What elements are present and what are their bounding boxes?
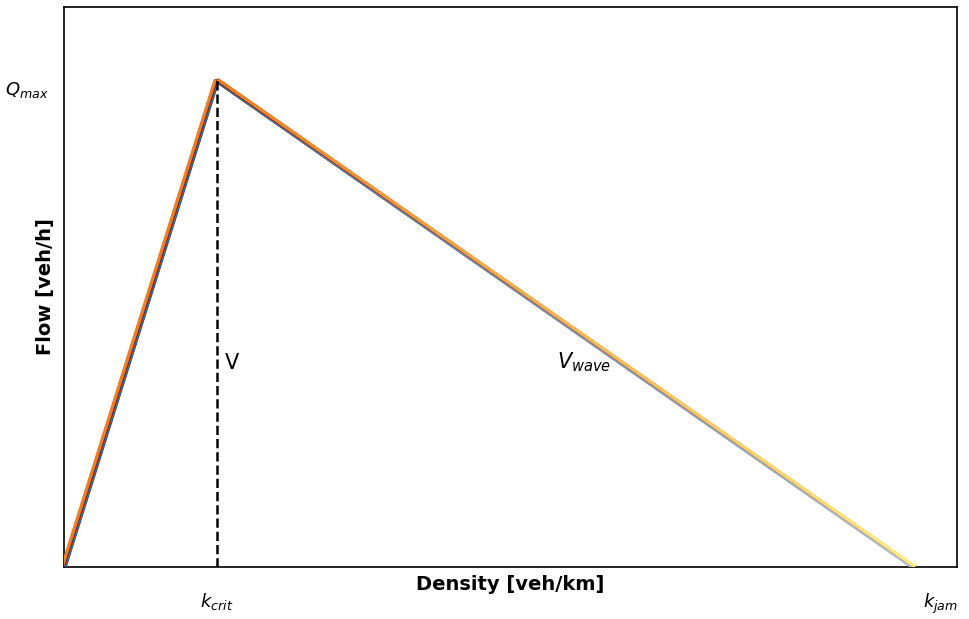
Y-axis label: Flow [veh/h]: Flow [veh/h]	[36, 219, 55, 355]
Text: $k_{crit}$: $k_{crit}$	[200, 592, 234, 612]
Text: $k_{jam}$: $k_{jam}$	[922, 592, 956, 616]
Text: $V_{wave}$: $V_{wave}$	[556, 351, 610, 374]
Text: $Q_{max}$: $Q_{max}$	[5, 80, 48, 100]
Text: V: V	[225, 353, 239, 373]
X-axis label: Density [veh/km]: Density [veh/km]	[416, 576, 604, 594]
